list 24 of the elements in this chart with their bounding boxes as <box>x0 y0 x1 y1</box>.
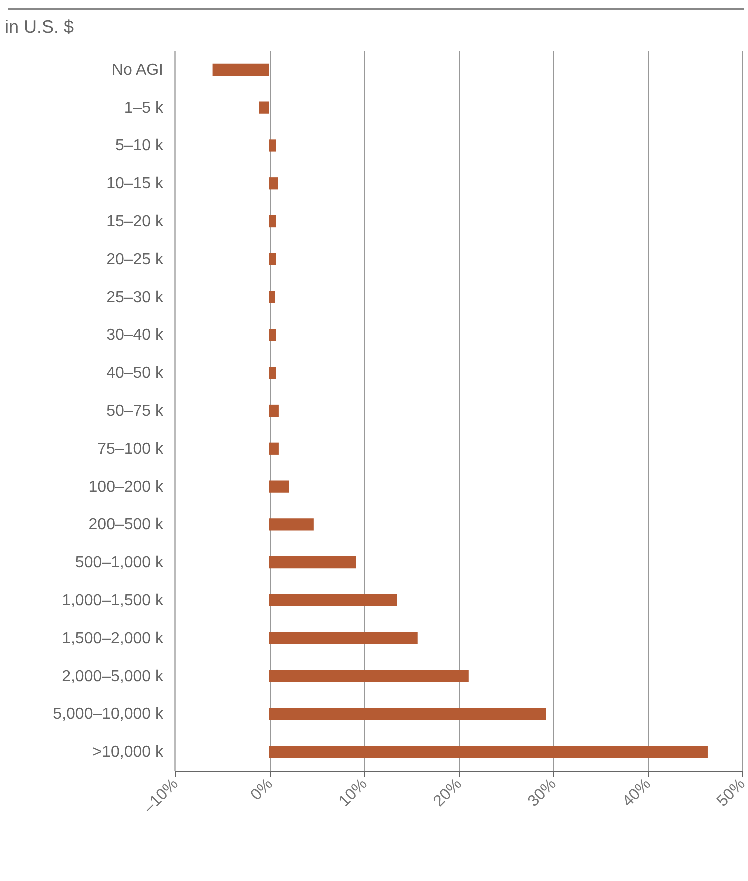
y-tick-label: 5,000–10,000 k <box>53 706 164 724</box>
x-tick-label: 40% <box>620 776 654 811</box>
y-tick-label: 15–20 k <box>106 214 164 231</box>
y-tick-label: 25–30 k <box>106 289 164 306</box>
y-tick-label: >10,000 k <box>92 744 164 762</box>
y-tick-label: 10–15 k <box>106 176 164 193</box>
y-tick-label: 100–200 k <box>88 478 164 496</box>
y-tick-label: 40–50 k <box>106 365 164 382</box>
x-tick-label: 0% <box>248 776 276 804</box>
y-tick-label: 75–100 k <box>98 440 164 458</box>
y-tick-label: 200–500 k <box>88 516 164 534</box>
y-tick-label: 1,000–1,500 k <box>62 592 164 610</box>
y-tick-label: 2,000–5,000 k <box>62 668 164 686</box>
x-tick-label: 50% <box>714 776 748 811</box>
y-tick-label: No AGI <box>112 62 164 79</box>
x-tick-label: 30% <box>525 776 560 811</box>
y-tick-label: 1–5 k <box>124 100 164 117</box>
y-tick-label: 1,500–2,000 k <box>62 630 164 648</box>
y-tick-label: 20–25 k <box>106 251 164 268</box>
y-tick-label: 30–40 k <box>106 327 164 344</box>
chart-title: in U.S. $ <box>5 17 74 37</box>
y-tick-label: 5–10 k <box>115 138 164 155</box>
y-tick-label: 500–1,000 k <box>75 554 164 572</box>
y-tick-label: 50–75 k <box>106 403 164 420</box>
